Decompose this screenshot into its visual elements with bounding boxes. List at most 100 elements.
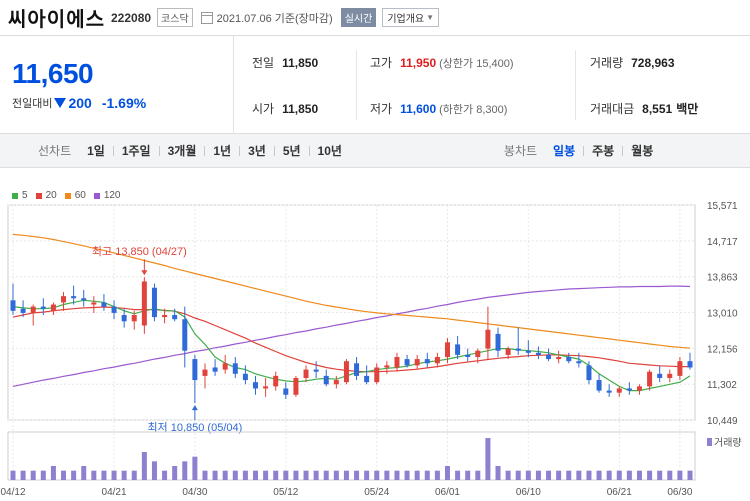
candle-body <box>242 373 248 381</box>
period-1y[interactable]: 1년 <box>213 144 232 158</box>
period-1w[interactable]: 1주일 <box>121 144 151 158</box>
open-label: 시가 <box>252 102 275 116</box>
volume-bar <box>687 470 693 480</box>
legend-ma20: 20 <box>35 190 57 201</box>
candle-body <box>394 356 400 368</box>
volume-bar <box>101 470 107 480</box>
candle-body <box>141 281 147 326</box>
candle-body <box>232 363 238 374</box>
y-tick-label: 12,156 <box>707 344 738 355</box>
volume-bar <box>172 466 178 480</box>
separator <box>158 145 160 156</box>
legend-label: 20 <box>45 190 57 201</box>
y-tick-label: 10,449 <box>707 416 738 427</box>
candle-body <box>121 315 127 322</box>
candle-body <box>71 296 77 299</box>
volume-bar <box>232 470 238 480</box>
volume-legend-label: 거래량 <box>714 437 742 449</box>
volume-bar <box>343 470 349 480</box>
lower-limit: (하한가 8,300) <box>439 101 507 117</box>
candle-body <box>10 300 16 311</box>
volume-bar <box>30 470 36 480</box>
volume-bar <box>657 470 663 480</box>
prev-close-label: 전일 <box>252 56 275 70</box>
candle-body <box>576 361 582 364</box>
volume-bar <box>20 470 26 480</box>
candle-body <box>404 359 410 366</box>
legend-swatch <box>35 192 42 199</box>
period-5y[interactable]: 5년 <box>282 144 301 158</box>
candle-body <box>61 296 67 303</box>
volume-value: 728,963 <box>631 56 675 70</box>
volume-frame <box>7 431 696 481</box>
candle-body <box>273 375 279 387</box>
candle-weekly[interactable]: 주봉 <box>592 144 615 158</box>
period-3y[interactable]: 3년 <box>248 144 266 158</box>
candle-chart-label: 봉차트 <box>503 144 538 158</box>
upper-limit-value: 15,400) <box>476 58 514 70</box>
candle-body <box>636 386 642 391</box>
volume-bar <box>394 470 400 480</box>
volume-bar <box>677 470 683 480</box>
candle-body <box>263 386 269 389</box>
candle-body <box>647 371 653 387</box>
volume-bar <box>313 470 319 480</box>
low-price: 저가 11,600 (하한가 8,300) <box>370 100 507 117</box>
volume-bar <box>434 470 440 480</box>
volume-bar <box>182 461 188 480</box>
volume: 거래량 728,963 <box>590 54 675 71</box>
volume-bar <box>283 470 289 480</box>
candle-body <box>465 354 471 357</box>
volume-bar <box>71 470 77 480</box>
candle-body <box>30 306 36 313</box>
legend-label: 5 <box>22 190 28 201</box>
volume-bar <box>131 470 137 480</box>
candle-body <box>91 302 97 305</box>
volume-bar <box>111 470 117 480</box>
low-label: 저가 <box>370 102 393 116</box>
volume-bar <box>242 470 248 480</box>
candle-body <box>293 377 299 395</box>
x-tick-label: 04/12 <box>0 487 25 498</box>
volume-bar <box>384 470 390 480</box>
volume-bar <box>647 470 653 480</box>
candle-monthly[interactable]: 월봉 <box>631 144 654 158</box>
chart-legend: 5 20 60 120 <box>12 190 129 201</box>
period-3m[interactable]: 3개월 <box>167 144 197 158</box>
candle-body <box>20 308 26 313</box>
period-10y[interactable]: 10년 <box>317 144 342 158</box>
current-price: 11,650 <box>12 58 94 89</box>
change-label: 전일대비 <box>12 98 53 110</box>
candle-body <box>586 365 592 381</box>
date-text: 2021.07.06 기준(장마감) <box>216 12 333 25</box>
company-overview-dropdown[interactable]: 기업개요 ▼ <box>382 8 440 27</box>
volume-bar <box>303 470 309 480</box>
legend-swatch <box>93 192 100 199</box>
y-tick-label: 13,010 <box>707 309 738 320</box>
upper-limit: (상한가 15,400) <box>439 55 513 71</box>
volume-bar <box>546 470 552 480</box>
volume-bar <box>91 470 97 480</box>
y-tick-label: 14,717 <box>707 237 738 248</box>
candle-body <box>444 342 450 357</box>
legend-ma5: 5 <box>12 190 28 201</box>
volume-bar <box>465 470 471 480</box>
legend-swatch <box>64 192 71 199</box>
volume-bar <box>455 470 461 480</box>
realtime-button[interactable]: 실시간 <box>340 8 377 27</box>
x-tick-label: 06/01 <box>435 487 460 498</box>
candle-body <box>414 359 420 366</box>
y-tick-label: 11,302 <box>707 380 737 391</box>
legend-ma120: 120 <box>93 190 121 201</box>
volume-bar <box>151 461 157 480</box>
volume-bar <box>333 470 339 480</box>
candle-daily[interactable]: 일봉 <box>553 144 576 158</box>
volume-bar <box>515 470 521 480</box>
volume-bar <box>667 470 673 480</box>
high-label: 고가 <box>370 56 393 70</box>
period-1d[interactable]: 1일 <box>87 144 105 158</box>
candle-body <box>151 287 157 318</box>
volume-bar <box>323 470 329 480</box>
volume-bar <box>263 470 269 480</box>
volume-bar <box>364 470 370 480</box>
